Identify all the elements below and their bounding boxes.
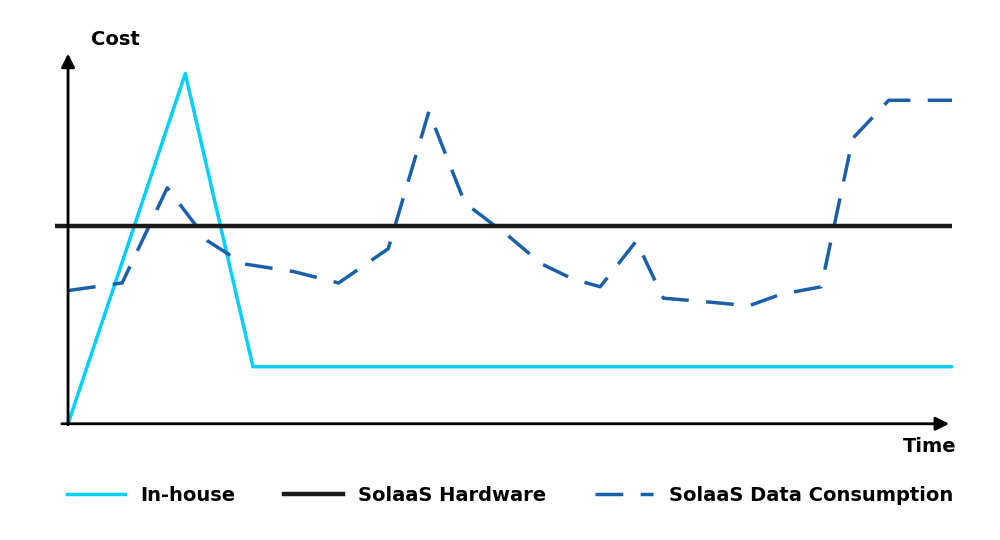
Text: Cost: Cost (91, 30, 139, 49)
Legend: In-house, SolaaS Hardware, SolaaS Data Consumption: In-house, SolaaS Hardware, SolaaS Data C… (59, 478, 961, 513)
Text: Time: Time (903, 437, 956, 456)
